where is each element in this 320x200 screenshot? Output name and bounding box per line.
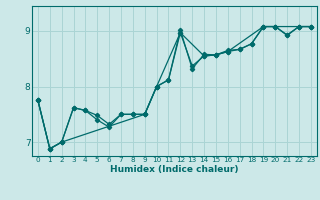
X-axis label: Humidex (Indice chaleur): Humidex (Indice chaleur) [110,165,239,174]
